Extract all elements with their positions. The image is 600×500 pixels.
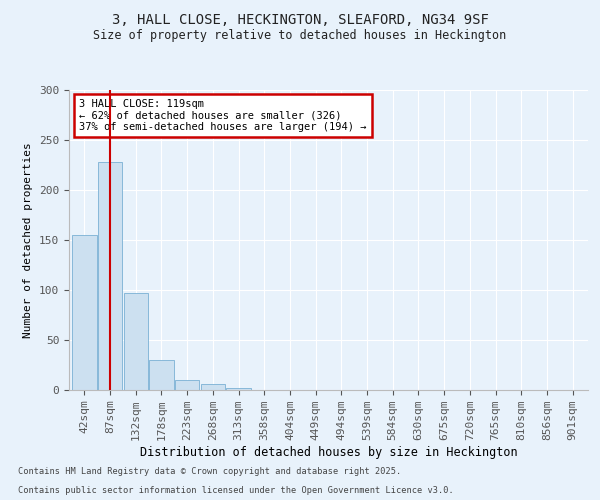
- Y-axis label: Number of detached properties: Number of detached properties: [23, 142, 34, 338]
- Bar: [98, 162, 122, 390]
- Text: 3 HALL CLOSE: 119sqm
← 62% of detached houses are smaller (326)
37% of semi-deta: 3 HALL CLOSE: 119sqm ← 62% of detached h…: [79, 99, 367, 132]
- Text: Contains public sector information licensed under the Open Government Licence v3: Contains public sector information licen…: [18, 486, 454, 495]
- Bar: [200, 384, 225, 390]
- Bar: [124, 293, 148, 390]
- Bar: [149, 360, 173, 390]
- Text: Size of property relative to detached houses in Heckington: Size of property relative to detached ho…: [94, 29, 506, 42]
- Text: Contains HM Land Registry data © Crown copyright and database right 2025.: Contains HM Land Registry data © Crown c…: [18, 467, 401, 476]
- X-axis label: Distribution of detached houses by size in Heckington: Distribution of detached houses by size …: [140, 446, 517, 459]
- Bar: [175, 380, 199, 390]
- Bar: [226, 388, 251, 390]
- Bar: [72, 235, 97, 390]
- Text: 3, HALL CLOSE, HECKINGTON, SLEAFORD, NG34 9SF: 3, HALL CLOSE, HECKINGTON, SLEAFORD, NG3…: [112, 12, 488, 26]
